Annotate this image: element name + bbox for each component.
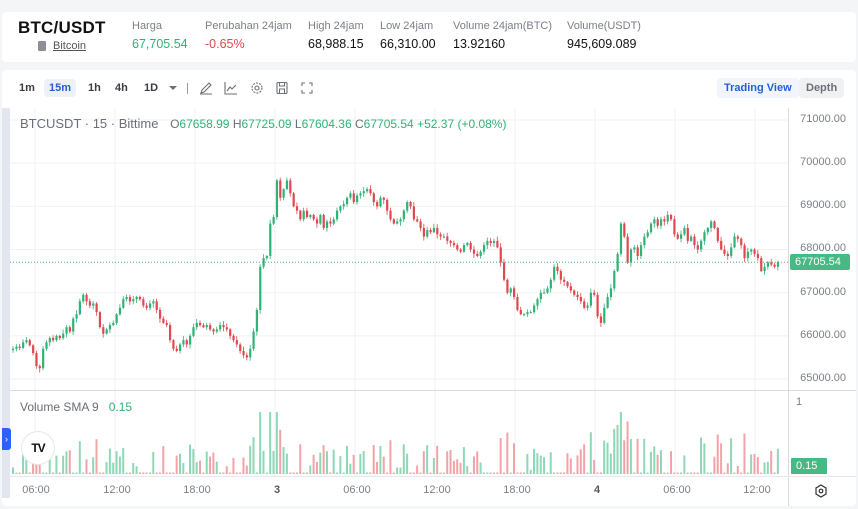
price-tick: 67000.00 [800, 286, 846, 298]
time-tick: 12:00 [423, 484, 451, 496]
stat-label: Harga [132, 20, 162, 32]
pair-title: BTC/USDT [18, 18, 106, 37]
stat-label: Volume 24jam(BTC) [453, 20, 553, 32]
stat-label: Low 24jam [380, 20, 434, 32]
side-strip [2, 108, 10, 498]
volume-legend: Volume SMA 9 0.15 [20, 400, 133, 414]
stat-label: Volume(USDT) [567, 20, 641, 32]
stat-change: Perubahan 24jam -0.65% [205, 20, 292, 51]
stat-value: 66,310.00 [380, 37, 436, 51]
chart-settings-icon[interactable] [813, 483, 829, 499]
fullscreen-icon[interactable] [300, 81, 314, 95]
stat-low: Low 24jam 66,310.00 [380, 20, 436, 51]
ticker-header: BTC/USDT Bitcoin Harga 67,705.54 Perubah… [2, 12, 856, 62]
low-value: 67604.36 [301, 117, 352, 131]
time-tick: 06:00 [22, 484, 50, 496]
price-tick: 70000.00 [800, 156, 846, 168]
chevron-down-icon[interactable] [166, 81, 180, 95]
candlestick-chart[interactable] [2, 108, 856, 506]
stat-value: 68,988.15 [308, 37, 364, 51]
time-tick: 18:00 [503, 484, 531, 496]
price-tick: 65000.00 [800, 372, 846, 384]
price-tick: 71000.00 [800, 113, 846, 125]
expand-sidebar-button[interactable]: › [2, 428, 11, 450]
time-tick: 4 [593, 484, 601, 496]
time-tick: 3 [273, 484, 281, 496]
draw-pen-icon[interactable] [199, 81, 213, 95]
symbol-line: BTCUSDT · 15 · Bittime [20, 116, 159, 131]
price-tick: 68000.00 [800, 242, 846, 254]
book-icon [38, 41, 46, 51]
timeframe-1d[interactable]: 1D [144, 82, 159, 94]
timeframe-1m[interactable]: 1m [19, 82, 35, 94]
timeframe-4h[interactable]: 4h [115, 82, 128, 94]
time-tick: 06:00 [663, 484, 691, 496]
price-tick: 69000.00 [800, 199, 846, 211]
volume-scale-top: 1 [796, 396, 803, 408]
stat-volume-usdt: Volume(USDT) 945,609.089 [567, 20, 641, 51]
stat-price: Harga 67,705.54 [132, 20, 188, 51]
tradingview-logo[interactable]: TV [22, 432, 54, 464]
tab-trading-view[interactable]: Trading View [717, 78, 799, 98]
time-tick: 12:00 [103, 484, 131, 496]
time-tick: 12:00 [743, 484, 771, 496]
timeframe-1h[interactable]: 1h [88, 82, 101, 94]
save-icon[interactable] [275, 81, 289, 95]
open-value: 67658.99 [179, 117, 230, 131]
stat-value: -0.65% [205, 37, 245, 51]
stat-volume-btc: Volume 24jam(BTC) 13.92160 [453, 20, 552, 51]
chart-legend: BTCUSDT · 15 · Bittime O67658.99 H67725.… [20, 116, 506, 131]
indicators-icon[interactable] [224, 81, 238, 95]
change-value: +52.37 (+0.08%) [417, 117, 507, 131]
time-tick: 06:00 [343, 484, 371, 496]
time-tick: 18:00 [183, 484, 211, 496]
stat-high: High 24jam 68,988.15 [308, 20, 364, 51]
stat-value: 945,609.089 [567, 37, 637, 51]
last-price-tag: 67705.54 [790, 254, 850, 270]
toolbar-divider [187, 83, 188, 94]
volume-sma-value: 0.15 [108, 400, 133, 414]
tab-depth[interactable]: Depth [799, 78, 845, 98]
stat-label: Perubahan 24jam [205, 20, 292, 32]
stat-value: 13.92160 [453, 37, 506, 51]
gear-icon[interactable] [250, 81, 264, 95]
timeframe-15m[interactable]: 15m [44, 79, 77, 97]
close-value: 67705.54 [363, 117, 414, 131]
stat-label: High 24jam [308, 20, 364, 32]
coin-link[interactable]: Bitcoin [53, 40, 87, 52]
price-tick: 66000.00 [800, 329, 846, 341]
high-value: 67725.09 [241, 117, 292, 131]
chart-area[interactable]: BTCUSDT · 15 · Bittime O67658.99 H67725.… [2, 108, 856, 506]
volume-last-tag: 0.15 [791, 458, 827, 474]
stat-value: 67,705.54 [132, 37, 188, 51]
ohlc-values: O67658.99 H67725.09 L67604.36 C67705.54 … [170, 117, 507, 131]
chart-panel: 1m 15m 1h 4h 1D Trading View Depth [2, 70, 856, 506]
